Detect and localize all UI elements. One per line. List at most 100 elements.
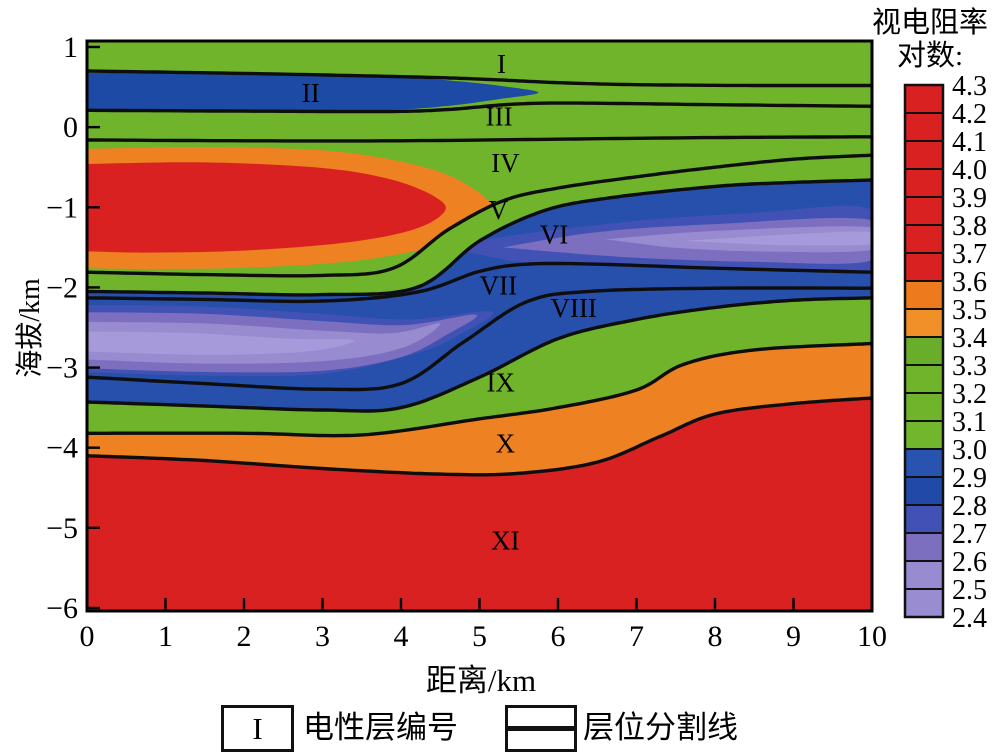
- legend-layer-number-label: 电性层编号: [303, 710, 458, 745]
- colorbar-segment-3.9-3.8: [904, 196, 944, 226]
- layer-IX-fill: [87, 297, 872, 436]
- colorbar-segment-3.4-3.3: [904, 336, 944, 366]
- boundary-line-IV-V: [86, 153, 873, 278]
- colorbar-segment-2.6-2.5: [904, 560, 944, 590]
- colorbar-label-3.2: 3.2: [952, 379, 987, 410]
- layer-label-VI: VI: [540, 220, 569, 250]
- colorbar-label-4.3: 4.3: [952, 71, 987, 102]
- boundary-line-VII-VIII: [86, 286, 873, 392]
- colorbar-label-3.1: 3.1: [952, 407, 987, 438]
- x-tick-label-9: 9: [786, 620, 801, 653]
- colorbar-segment-3.8-3.7: [904, 224, 944, 254]
- colorbar-label-4.2: 4.2: [952, 99, 987, 130]
- x-tick-label-0: 0: [80, 620, 95, 653]
- y-tick-label-−1: −1: [46, 191, 78, 224]
- layer-I-fill: [87, 41, 872, 86]
- colorbar-label-2.8: 2.8: [952, 491, 987, 522]
- boundary-line-V-VI: [86, 178, 873, 297]
- colorbar-label-3.8: 3.8: [952, 211, 987, 242]
- layer-label-X: X: [496, 428, 516, 458]
- layer-label-VIII: VIII: [550, 293, 596, 323]
- colorbar-segment-4.3-4.2: [904, 84, 944, 114]
- colorbar-segment-2.8-2.7: [904, 504, 944, 534]
- x-tick-label-8: 8: [708, 620, 723, 653]
- boundary-line-VI-VII: [86, 261, 873, 304]
- y-tick-label-−6: −6: [46, 592, 78, 625]
- x-axis-label: 距离/km: [425, 663, 537, 698]
- boundary-line-IX-X: [86, 341, 873, 438]
- x-tick-label-5: 5: [472, 620, 487, 653]
- x-tick-label-7: 7: [629, 620, 644, 653]
- colorbar-label-3.9: 3.9: [952, 183, 987, 214]
- layer-label-II: II: [302, 78, 320, 108]
- colorbar-border: [903, 83, 945, 619]
- y-axis-label: 海拔/km: [15, 278, 46, 378]
- layer-II-conductive-body: [87, 72, 539, 112]
- colorbar-label-2.7: 2.7: [952, 519, 987, 550]
- boundary-line-X-XI: [86, 396, 873, 477]
- layer-label-VII: VII: [480, 270, 517, 300]
- colorbar-label-3.4: 3.4: [952, 323, 987, 354]
- colorbar-label-3.6: 3.6: [952, 267, 987, 298]
- x-tick-label-4: 4: [394, 620, 409, 653]
- layer-VI-palest-core: [683, 231, 872, 246]
- boundary-line-II-III: [86, 101, 873, 114]
- colorbar-label-3.0: 3.0: [952, 435, 987, 466]
- y-tick-label-−4: −4: [46, 432, 78, 465]
- colorbar-label-4.0: 4.0: [952, 155, 987, 186]
- layer-XI-fill: [87, 398, 872, 611]
- layer-label-I: I: [497, 49, 506, 79]
- colorbar-segment-3.5-3.4: [904, 308, 944, 338]
- colorbar-label-2.6: 2.6: [952, 547, 987, 578]
- colorbar-label-3.3: 3.3: [952, 351, 987, 382]
- y-tick-label-1: 1: [63, 31, 78, 64]
- colorbar-segment-3.2-3.1: [904, 392, 944, 422]
- layer-label-V: V: [489, 195, 509, 225]
- y-tick-label-−3: −3: [46, 352, 78, 385]
- layer-VII-palest-core: [87, 331, 354, 355]
- colorbar-segment-2.7-2.6: [904, 532, 944, 562]
- colorbar-segment-4.0-3.9: [904, 168, 944, 198]
- colorbar-label-3.5: 3.5: [952, 295, 987, 326]
- layer-label-IX: IX: [486, 367, 515, 397]
- x-tick-label-6: 6: [551, 620, 566, 653]
- boundary-line-III-IV: [86, 135, 873, 143]
- legend-boundary-line-symbol: [505, 705, 577, 752]
- x-tick-label-1: 1: [158, 620, 173, 653]
- colorbar-label-3.7: 3.7: [952, 239, 987, 270]
- layer-VI-fill: [87, 180, 872, 302]
- x-tick-label-10: 10: [857, 620, 887, 653]
- layer-label-IV: IV: [491, 148, 520, 178]
- y-tick-label-0: 0: [63, 111, 78, 144]
- boundary-line-swatch: [508, 726, 574, 731]
- colorbar-segment-3.3-3.2: [904, 364, 944, 394]
- x-axis: 0 1 2 3 4 5 6 7 8 9 10: [80, 620, 888, 653]
- colorbar-label-4.1: 4.1: [952, 127, 987, 158]
- colorbar-title-line2: 对数:: [896, 40, 964, 72]
- layer-label-III: III: [486, 101, 513, 131]
- colorbar-segment-4.2-4.1: [904, 112, 944, 142]
- legend-layer-number-symbol: I: [221, 705, 294, 752]
- layer-label-XI: XI: [491, 525, 520, 555]
- layer-X-fill: [87, 343, 872, 475]
- colorbar-label-2.4: 2.4: [952, 603, 987, 634]
- colorbar-title-line1: 视电阻率: [871, 7, 988, 39]
- boundary-line-VIII-IX: [86, 296, 873, 413]
- layer-IV-red-core: [87, 162, 446, 253]
- colorbar-segment-3.1-3.0: [904, 420, 944, 450]
- legend-boundary-line-label: 层位分割线: [583, 710, 738, 745]
- x-tick-label-2: 2: [237, 620, 252, 653]
- y-tick-label-−2: −2: [46, 271, 78, 304]
- colorbar-segment-2.5-2.4: [904, 588, 944, 618]
- colorbar-segment-3.6-3.5: [904, 280, 944, 310]
- boundary-line-I-II: [86, 69, 873, 88]
- legend-layer-number-glyph: I: [252, 710, 263, 746]
- colorbar: 4.34.24.14.03.93.83.73.63.53.43.33.23.13…: [903, 71, 987, 634]
- layer-VIII-fill: [87, 288, 872, 411]
- y-tick-label-−5: −5: [46, 512, 78, 545]
- colorbar-segment-3.0-2.9: [904, 448, 944, 478]
- colorbar-segment-4.1-4.0: [904, 140, 944, 170]
